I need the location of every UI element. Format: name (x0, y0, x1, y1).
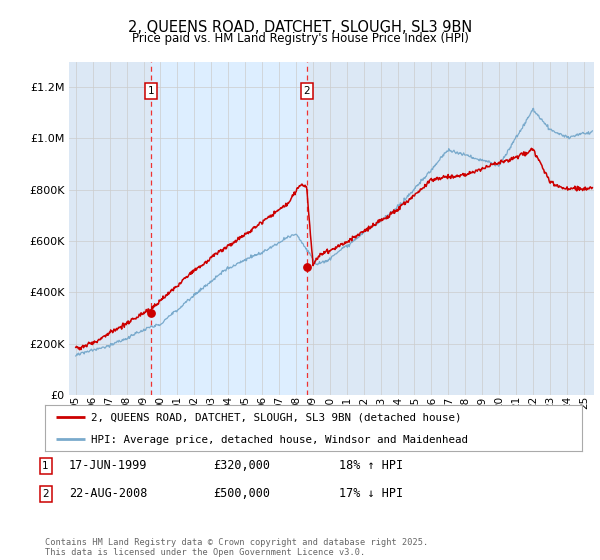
Text: 1: 1 (42, 461, 49, 471)
Text: Contains HM Land Registry data © Crown copyright and database right 2025.
This d: Contains HM Land Registry data © Crown c… (45, 538, 428, 557)
Text: 17% ↓ HPI: 17% ↓ HPI (339, 487, 403, 501)
Text: 2, QUEENS ROAD, DATCHET, SLOUGH, SL3 9BN (detached house): 2, QUEENS ROAD, DATCHET, SLOUGH, SL3 9BN… (91, 413, 461, 423)
Text: 17-JUN-1999: 17-JUN-1999 (69, 459, 148, 473)
Text: 2, QUEENS ROAD, DATCHET, SLOUGH, SL3 9BN: 2, QUEENS ROAD, DATCHET, SLOUGH, SL3 9BN (128, 20, 472, 35)
Text: 2: 2 (304, 86, 310, 96)
Point (146, 309, 156, 318)
Text: 18% ↑ HPI: 18% ↑ HPI (339, 459, 403, 473)
Text: £320,000: £320,000 (213, 459, 270, 473)
Text: Price paid vs. HM Land Registry's House Price Index (HPI): Price paid vs. HM Land Registry's House … (131, 32, 469, 45)
Bar (151, 62, 307, 395)
Text: 2: 2 (42, 489, 49, 499)
Text: 1: 1 (148, 86, 155, 96)
Point (302, 262, 311, 271)
Text: £500,000: £500,000 (213, 487, 270, 501)
Text: HPI: Average price, detached house, Windsor and Maidenhead: HPI: Average price, detached house, Wind… (91, 435, 467, 445)
Text: 22-AUG-2008: 22-AUG-2008 (69, 487, 148, 501)
